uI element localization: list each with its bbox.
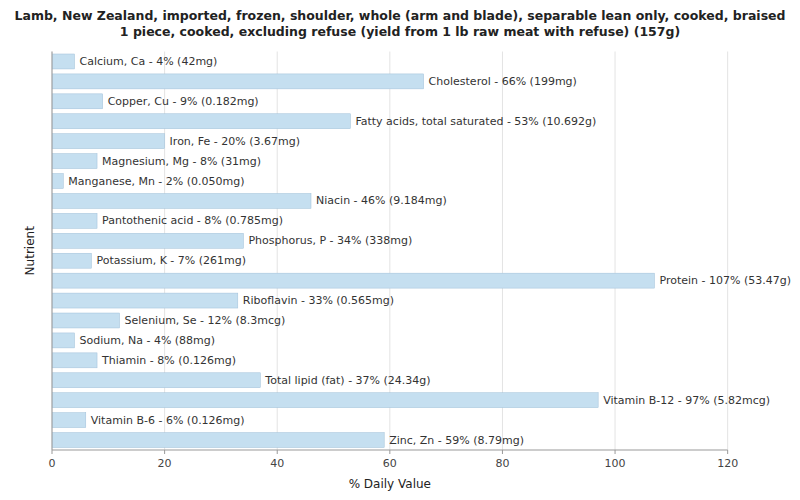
bar-label: Copper, Cu - 9% (0.182mg) <box>108 95 259 108</box>
x-tick-label: 120 <box>717 457 738 470</box>
bar-label: Calcium, Ca - 4% (42mg) <box>80 55 218 68</box>
background <box>0 0 800 500</box>
bar-label: Niacin - 46% (9.184mg) <box>316 194 447 207</box>
grid-line <box>164 52 165 451</box>
bar <box>52 193 311 208</box>
bar <box>52 433 384 448</box>
grid: 0 20 40 60 80 100 120 <box>49 52 739 471</box>
bar-label: Iron, Fe - 20% (3.67mg) <box>170 135 300 148</box>
x-axis-line <box>52 450 728 451</box>
title-line: Lamb, New Zealand, imported, frozen, sho… <box>15 8 786 23</box>
bar-label: Sodium, Na - 4% (88mg) <box>80 334 216 347</box>
bar <box>52 333 75 348</box>
grid-line <box>727 52 728 451</box>
bar <box>52 74 424 89</box>
bar-label: Riboflavin - 33% (0.565mg) <box>243 294 394 307</box>
bar-label: Pantothenic acid - 8% (0.785mg) <box>102 214 283 227</box>
x-axis-label: % Daily Value <box>349 477 431 491</box>
bar <box>52 353 97 368</box>
x-tick-label: 40 <box>270 457 284 470</box>
bar <box>52 253 91 268</box>
chart-container: Lamb, New Zealand, imported, frozen, sho… <box>0 0 800 500</box>
x-tick-label: 100 <box>605 457 626 470</box>
axes: % Daily Value Nutrient <box>23 52 728 492</box>
bar <box>52 393 598 408</box>
grid-line <box>52 52 53 451</box>
bar <box>52 154 97 169</box>
bar-labels: Calcium, Ca - 4% (42mg) Cholesterol - 66%… <box>68 55 791 447</box>
bar <box>52 134 165 149</box>
bar <box>52 174 63 189</box>
grid-line <box>277 52 278 451</box>
bar <box>52 54 75 69</box>
grid-line <box>615 52 616 451</box>
bar <box>52 233 243 248</box>
title-line: 1 piece, cooked, excluding refuse (yield… <box>120 24 680 39</box>
bar <box>52 213 97 228</box>
bar-label: Phosphorus, P - 34% (338mg) <box>248 234 412 247</box>
x-tick-label: 80 <box>495 457 509 470</box>
grid-line <box>389 52 390 451</box>
bar <box>52 273 654 288</box>
x-tick <box>502 450 503 454</box>
bar-label: Selenium, Se - 12% (8.3mcg) <box>125 314 286 327</box>
bar <box>52 114 350 129</box>
bars <box>52 54 654 448</box>
title: Lamb, New Zealand, imported, frozen, sho… <box>15 8 786 39</box>
bar <box>52 313 120 328</box>
bar-label: Fatty acids, total saturated - 53% (10.6… <box>355 115 596 128</box>
bar-label: Potassium, K - 7% (261mg) <box>96 254 246 267</box>
x-tick-label: 60 <box>383 457 397 470</box>
bar-label: Cholesterol - 66% (199mg) <box>429 75 577 88</box>
bar-label: Total lipid (fat) - 37% (24.34g) <box>264 374 430 387</box>
x-tick-label: 20 <box>158 457 172 470</box>
bar-label: Thiamin - 8% (0.126mg) <box>101 354 236 367</box>
y-axis-label: Nutrient <box>23 226 37 276</box>
bar <box>52 94 103 109</box>
x-tick <box>52 450 53 454</box>
bar-label: Magnesium, Mg - 8% (31mg) <box>102 155 261 168</box>
x-tick-label: 0 <box>49 457 56 470</box>
chart-svg: Lamb, New Zealand, imported, frozen, sho… <box>0 0 800 500</box>
x-tick <box>164 450 165 454</box>
x-tick <box>277 450 278 454</box>
bar <box>52 293 238 308</box>
bar-label: Manganese, Mn - 2% (0.050mg) <box>68 175 244 188</box>
x-tick <box>727 450 728 454</box>
grid-line <box>502 52 503 451</box>
bar <box>52 413 86 428</box>
bar-label: Vitamin B-12 - 97% (5.82mcg) <box>603 394 770 407</box>
bar-label: Vitamin B-6 - 6% (0.126mg) <box>91 414 245 427</box>
y-axis-line <box>52 52 53 451</box>
x-tick <box>389 450 390 454</box>
bar-label: Protein - 107% (53.47g) <box>659 274 791 287</box>
bar <box>52 373 260 388</box>
x-tick <box>615 450 616 454</box>
bar-label: Zinc, Zn - 59% (8.79mg) <box>389 434 524 447</box>
